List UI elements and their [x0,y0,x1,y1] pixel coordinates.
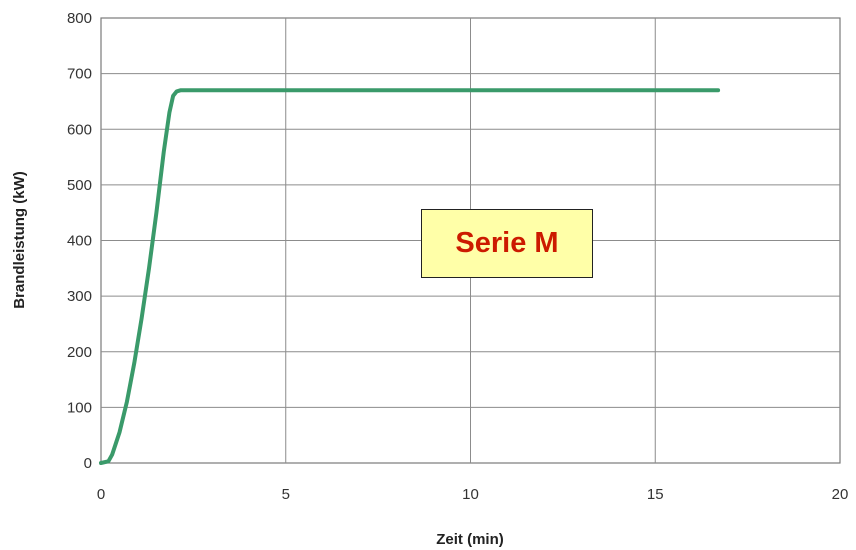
x-tick-label: 15 [647,486,664,503]
y-tick-label: 700 [67,66,92,83]
y-tick-label: 600 [67,121,92,138]
annotation-label: Serie M [455,227,559,259]
x-tick-label: 20 [832,486,849,503]
x-tick-label: 5 [282,486,290,503]
y-tick-label: 200 [67,344,92,361]
y-tick-label: 0 [84,455,92,472]
y-tick-label: 400 [67,233,92,250]
y-tick-label: 100 [67,399,92,416]
x-tick-label: 10 [462,486,479,503]
x-tick-label: 0 [97,486,105,503]
y-tick-label: 800 [67,10,92,27]
y-tick-label: 500 [67,177,92,194]
y-axis-title: Brandleistung (kW) [11,171,28,309]
annotation-box: Serie M [421,209,593,278]
series-line [99,88,721,465]
x-axis-title: Zeit (min) [436,531,504,548]
y-tick-label: 300 [67,288,92,305]
tick-labels: 0 100 200 300 400 500 600 700 800 0 5 10 15 20 [67,10,848,503]
